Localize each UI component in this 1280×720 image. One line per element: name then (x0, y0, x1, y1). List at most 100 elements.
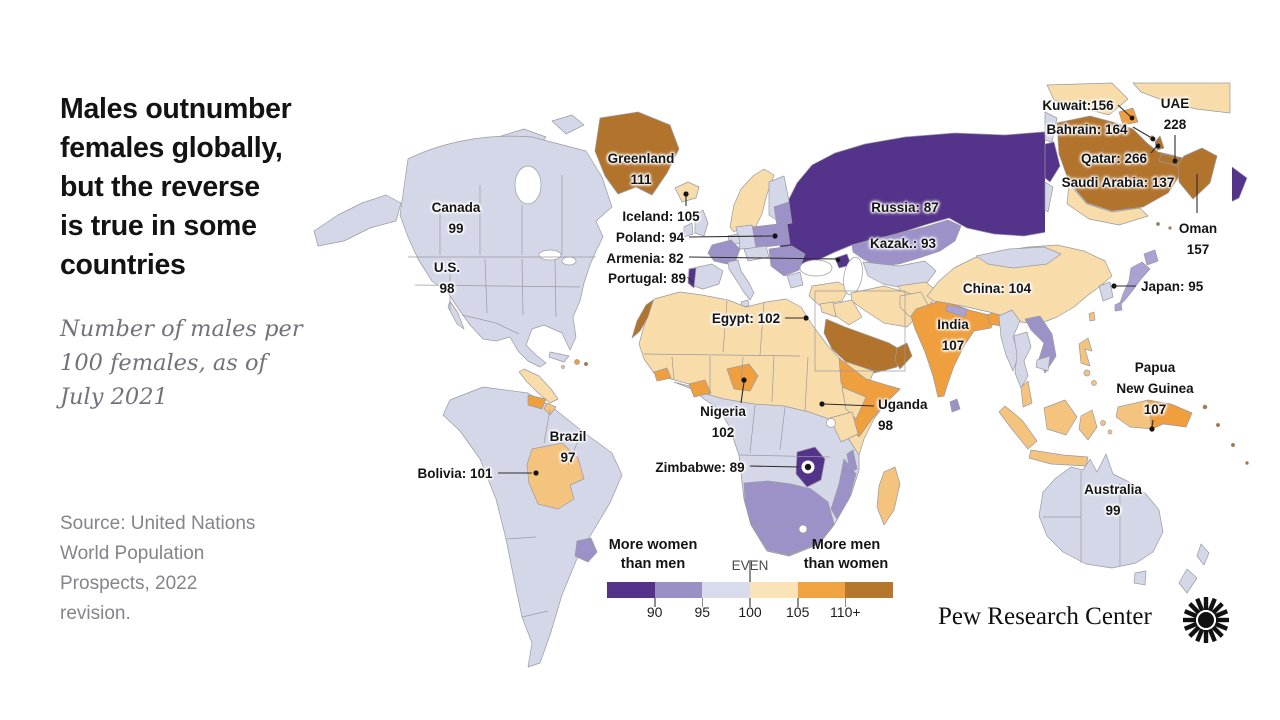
label-line: Oman (1178, 221, 1218, 236)
label-line: India (937, 317, 969, 332)
region-arctic-islands (551, 114, 585, 135)
region-kenya (829, 411, 859, 443)
label-line: Papua (1134, 360, 1176, 375)
region-sumatra (998, 405, 1038, 450)
label-line: 228 (1163, 117, 1187, 132)
source-line: revision. (60, 603, 131, 624)
legend-right-label: More men than women (794, 536, 898, 574)
map-label-russia: Russia: 87 (871, 197, 939, 218)
label-line: Portugal: 89 (607, 271, 687, 286)
region-taiwan (1088, 311, 1096, 322)
region-moluccas (1100, 420, 1106, 426)
sa-borders (505, 409, 583, 618)
label-line: Canada (431, 200, 481, 215)
inset-iraq-jordan (1046, 82, 1129, 116)
region-australia (1038, 453, 1164, 569)
map-label-iceland: Iceland: 105 (622, 206, 699, 227)
map-label-nigeria: Nigeria 102 (700, 401, 746, 443)
map-label-australia: Australia 99 (1084, 479, 1142, 521)
brand-wordmark: Pew Research Center (938, 603, 1152, 630)
border-us-mexico (461, 314, 520, 335)
page-title: Males outnumber females globally, but th… (60, 90, 360, 285)
subtitle: Number of males per 100 females, as of J… (60, 312, 360, 414)
marker-zimbabwe (804, 463, 812, 471)
marker-uae (1172, 158, 1178, 164)
inset-label-qatar: Qatar: 266 (1081, 148, 1147, 169)
marker-armenia (835, 257, 841, 263)
region-central-america (518, 368, 559, 404)
label-line: Russia: 87 (871, 200, 939, 215)
region-philippines (1083, 369, 1091, 377)
map-label-zimbabwe: Zimbabwe: 89 (655, 457, 744, 478)
region-oman (894, 342, 913, 370)
legend-swatch-100-105 (750, 582, 798, 598)
inset-indicator-box (814, 290, 906, 372)
map-label-kazakhstan: Kazak.: 93 (870, 233, 936, 254)
region-madagascar (876, 466, 901, 526)
label-line: Iceland: 105 (622, 209, 700, 224)
inset-red-sea-coast (1044, 141, 1061, 183)
region-levant (819, 301, 837, 318)
region-french-guiana (543, 402, 557, 416)
legend-color-bar (607, 582, 894, 598)
marker-bolivia (533, 470, 539, 476)
label-line: UAE (1160, 96, 1190, 111)
title-line: countries (60, 249, 186, 281)
region-cambodia (1035, 355, 1051, 372)
label-line: Bolivia: 101 (417, 466, 493, 481)
legend-swatch-over-110 (845, 582, 894, 598)
label-line: 102 (711, 425, 735, 440)
legend-tick (844, 598, 847, 607)
label-line: Saudi Arabia: 137 (1061, 175, 1175, 190)
inset-red-sea-coast (1044, 181, 1054, 213)
label-line: Uganda (878, 397, 928, 412)
label-line: China: 104 (962, 281, 1032, 296)
label-line: 99 (1105, 503, 1121, 518)
region-turkey (808, 281, 850, 306)
region-italy (727, 259, 755, 301)
inset-label-kuwait: Kuwait:156 (1042, 95, 1113, 116)
region-central-europe (743, 245, 770, 262)
region-hispaniola (574, 359, 580, 365)
marker-qatar (1155, 143, 1161, 149)
region-new-zealand (1196, 543, 1210, 566)
region-baja (447, 300, 465, 330)
map-label-uganda: Uganda 98 (878, 394, 928, 436)
map-label-brazil: Brazil 97 (550, 426, 587, 468)
legend-tick (749, 598, 751, 607)
title-line: Males outnumber (60, 93, 292, 125)
region-philippines (1078, 337, 1093, 367)
region-borneo (1043, 399, 1078, 436)
region-new-zealand (1178, 568, 1198, 594)
legend-swatch-95-100 (702, 582, 751, 598)
marker-png (1149, 426, 1155, 432)
region-japan (1143, 249, 1159, 266)
inset-yemen (1066, 183, 1149, 226)
map-label-us: U.S. 98 (434, 257, 460, 299)
legend-tick (797, 598, 799, 607)
region-japan (1118, 261, 1151, 307)
label-line: 98 (878, 418, 894, 433)
label-line: Zimbabwe: 89 (655, 460, 745, 475)
inset-iran (1132, 82, 1231, 114)
region-west-new-guinea (1115, 399, 1153, 430)
map-label-canada: Canada 99 (432, 197, 481, 239)
legend-tick-label: 100 (738, 604, 762, 620)
region-lesotho (798, 524, 808, 534)
region-ireland (683, 222, 694, 238)
region-uruguay (574, 537, 598, 563)
source-line: World Population (60, 543, 205, 564)
great-lakes (538, 249, 562, 261)
region-korea (1098, 281, 1114, 302)
pacific-islands (1202, 404, 1208, 410)
region-sulawesi (1078, 409, 1098, 441)
marker-bahrain (1150, 136, 1156, 142)
map-label-egypt: Egypt: 102 (712, 308, 780, 329)
pacific-islands (1230, 442, 1236, 448)
label-line: Japan: 95 (1141, 279, 1204, 294)
region-puerto-rico (583, 361, 589, 367)
label-line: Kazak.: 93 (869, 236, 937, 251)
region-nepal (945, 304, 968, 318)
label-line: Australia (1084, 482, 1142, 497)
marker-uganda (819, 401, 825, 407)
